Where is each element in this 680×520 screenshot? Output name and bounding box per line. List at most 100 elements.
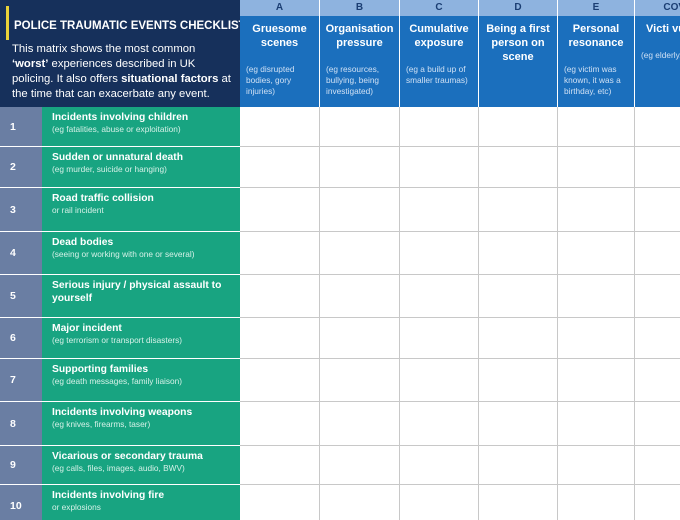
- matrix-cell: [635, 232, 680, 275]
- column-letter: D: [479, 0, 558, 16]
- matrix-cell: [320, 275, 400, 318]
- column-title: Cumulative exposure: [409, 23, 469, 49]
- matrix-cell: [320, 402, 400, 446]
- column-header: Victi vulnerab (eg elderly, deprivatio: [635, 16, 680, 107]
- row-number: 3: [0, 188, 42, 232]
- row-title: Road traffic collision: [52, 193, 154, 204]
- row-event: Incidents involving weapons (eg knives, f…: [42, 402, 240, 446]
- matrix-cell: [479, 402, 558, 446]
- matrix-cell: [320, 485, 400, 520]
- text: situational factors: [121, 73, 219, 85]
- row-event: Serious injury / physical assault to you…: [42, 275, 240, 318]
- text: This matrix shows the most common: [12, 43, 196, 55]
- matrix-cell: [558, 275, 635, 318]
- row-subtitle: (eg fatalities, abuse or exploitation): [52, 124, 181, 134]
- matrix-cell: [558, 188, 635, 232]
- row-subtitle: (eg terrorism or transport disasters): [52, 335, 183, 345]
- text: ‘worst’: [12, 58, 49, 70]
- title: POLICE TRAUMATIC EVENTS CHECKLIST: [14, 20, 240, 32]
- row-event: Major incident (eg terrorism or transport…: [42, 318, 240, 359]
- row-subtitle: or explosions: [52, 502, 101, 512]
- row-event: Incidents involving children (eg fataliti…: [42, 107, 240, 147]
- matrix-cell: [400, 485, 479, 520]
- column-title: Personal resonance: [568, 23, 624, 49]
- matrix-cell: [558, 107, 635, 147]
- column-header: Being a first person on scene: [479, 16, 558, 107]
- matrix-cell: [320, 232, 400, 275]
- matrix-cell: [400, 318, 479, 359]
- matrix-cell: [240, 275, 320, 318]
- matrix-cell: [240, 318, 320, 359]
- matrix-cell: [479, 107, 558, 147]
- row-subtitle: (seeing or working with one or several): [52, 249, 195, 259]
- row-number: 7: [0, 359, 42, 402]
- column-header: Cumulative exposure (eg a build up of sma…: [400, 16, 479, 107]
- matrix-cell: [400, 402, 479, 446]
- matrix-cell: [635, 318, 680, 359]
- column-subtitle: (eg resources, bullying, being investiga…: [326, 64, 380, 96]
- row-title: Incidents involving fire: [52, 490, 165, 501]
- row-event: Incidents involving fire or explosions: [42, 485, 240, 520]
- matrix-cell: [320, 359, 400, 402]
- row-title: Serious injury / physical assault to you…: [52, 280, 222, 304]
- column-title: Being a first person on scene: [486, 23, 550, 63]
- matrix-cell: [558, 485, 635, 520]
- matrix-cell: [635, 446, 680, 485]
- matrix-cell: [240, 485, 320, 520]
- matrix-cell: [479, 188, 558, 232]
- matrix-cell: [635, 147, 680, 188]
- matrix-cell: [479, 485, 558, 520]
- column-subtitle: (eg victim was known, it was a birthday,…: [564, 64, 621, 96]
- matrix-cell: [400, 232, 479, 275]
- column-title: Organisation pressure: [325, 23, 394, 49]
- matrix-cell: [240, 446, 320, 485]
- row-subtitle: (eg knives, firearms, taser): [52, 419, 151, 429]
- text: at the time that can exacerbate any even…: [12, 73, 231, 100]
- column-letter: C: [400, 0, 479, 16]
- matrix-cell: [320, 147, 400, 188]
- matrix-cell: [479, 318, 558, 359]
- matrix-cell: [400, 107, 479, 147]
- row-number: 2: [0, 147, 42, 188]
- matrix-cell: [635, 402, 680, 446]
- matrix-cell: [635, 359, 680, 402]
- row-title: Incidents involving children: [52, 112, 189, 123]
- description: This matrix shows the most common ‘worst…: [12, 42, 232, 102]
- matrix-cell: [320, 318, 400, 359]
- matrix-cell: [479, 446, 558, 485]
- matrix-cell: [240, 188, 320, 232]
- matrix-cell: [558, 446, 635, 485]
- matrix-cell: [479, 275, 558, 318]
- row-event: Road traffic collision or rail incident: [42, 188, 240, 232]
- row-title: Supporting families: [52, 364, 149, 375]
- column-header: Organisation pressure (eg resources, bull…: [320, 16, 400, 107]
- matrix-cell: [400, 147, 479, 188]
- row-title: Dead bodies: [52, 237, 114, 248]
- column-letter: COVID1: [635, 0, 680, 16]
- row-number: 5: [0, 275, 42, 318]
- matrix-cell: [320, 446, 400, 485]
- header-panel: POLICE TRAUMATIC EVENTS CHECKLIST This m…: [0, 0, 240, 107]
- row-number: 10: [0, 485, 42, 520]
- matrix-cell: [320, 188, 400, 232]
- matrix-cell: [479, 147, 558, 188]
- column-letter: E: [558, 0, 635, 16]
- row-event: Dead bodies (seeing or working with one o…: [42, 232, 240, 275]
- row-subtitle: or rail incident: [52, 205, 104, 215]
- column-letter: A: [240, 0, 320, 16]
- matrix-cell: [635, 107, 680, 147]
- row-subtitle: (eg murder, suicide or hanging): [52, 164, 167, 174]
- row-title: Incidents involving weapons: [52, 407, 193, 418]
- column-subtitle: (eg disrupted bodies, gory injuries): [246, 64, 295, 96]
- matrix-cell: [400, 275, 479, 318]
- column-header: Gruesome scenes (eg disrupted bodies, gor…: [240, 16, 320, 107]
- column-title: Gruesome scenes: [252, 23, 307, 49]
- matrix-cell: [635, 275, 680, 318]
- matrix-cell: [400, 188, 479, 232]
- matrix-cell: [635, 485, 680, 520]
- matrix-cell: [240, 359, 320, 402]
- row-title: Major incident: [52, 323, 122, 334]
- matrix-cell: [240, 232, 320, 275]
- column-subtitle: (eg elderly, deprivatio: [641, 50, 680, 60]
- matrix-cell: [558, 147, 635, 188]
